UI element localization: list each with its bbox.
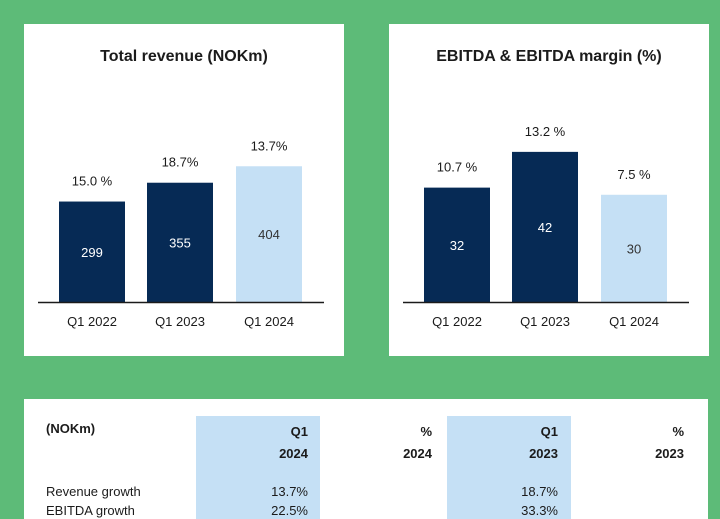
ebitda-chart-card: EBITDA & EBITDA margin (%) 32 10.7 % Q1 20… [389, 24, 709, 356]
header-q1-2024: Q1 2024 [279, 421, 308, 465]
cell-ebitda-growth-q1-2024: 22.5% [271, 503, 308, 518]
cell-revenue-growth-q1-2024: 13.7% [271, 484, 308, 499]
revenue-pct-label-q1-2022: 15.0 % [72, 174, 113, 189]
table-unit-header: (NOKm) [46, 421, 96, 436]
header-pct-2024-line2: 2024 [403, 446, 432, 461]
highlight-column-q1-2024 [196, 416, 320, 519]
revenue-tick-label-q1-2023: Q1 2023 [155, 314, 205, 329]
ebitda-tick-label-q1-2022: Q1 2022 [432, 314, 482, 329]
ebitda-tick-label-q1-2023: Q1 2023 [520, 314, 570, 329]
header-pct-2024-line1: % [420, 424, 432, 439]
cell-ebitda-growth-q1-2023: 33.3% [521, 503, 558, 518]
ebitda-chart: 32 10.7 % Q1 2022 42 13.2 % Q1 2023 30 7.5 % Q1 … [403, 124, 689, 329]
ebitda-pct-label-q1-2022: 10.7 % [437, 160, 478, 175]
ebitda-chart-title: EBITDA & EBITDA margin (%) [436, 48, 662, 65]
cell-revenue-growth-q1-2023: 18.7% [521, 484, 558, 499]
revenue-tick-label-q1-2024: Q1 2024 [244, 314, 294, 329]
revenue-bar-q1-2022 [59, 201, 125, 302]
highlight-column-q1-2023 [447, 416, 571, 519]
header-q1-2023: Q1 2023 [529, 421, 558, 465]
header-q1-2024-line2: 2024 [279, 446, 308, 461]
ebitda-bar-q1-2024 [601, 194, 667, 302]
ebitda-value-label-q1-2024: 30 [627, 241, 641, 256]
header-q1-2024-line1: Q1 [290, 424, 308, 439]
ebitda-value-label-q1-2022: 32 [450, 238, 464, 253]
revenue-pct-label-q1-2023: 18.7% [162, 155, 199, 170]
revenue-chart-card: Total revenue (NOKm) 299 15.0 % Q1 2022 355… [24, 24, 344, 356]
revenue-value-label-q1-2024: 404 [258, 227, 280, 242]
ebitda-bar-q1-2023 [512, 151, 578, 302]
revenue-bar-q1-2024 [236, 166, 302, 302]
ebitda-tick-label-q1-2024: Q1 2024 [609, 314, 659, 329]
revenue-tick-label-q1-2022: Q1 2022 [67, 314, 117, 329]
header-q1-2023-line2: 2023 [529, 446, 558, 461]
revenue-chart-title: Total revenue (NOKm) [100, 48, 268, 65]
ebitda-pct-label-q1-2024: 7.5 % [617, 167, 651, 182]
header-pct-2024: % 2024 [403, 421, 432, 465]
financial-table: (NOKm) Q1 2024 % 2024 Q1 2023 % 2023 Rev… [24, 399, 708, 519]
header-pct-2023-line1: % [672, 424, 684, 439]
row-label-ebitda-growth: EBITDA growth [46, 503, 135, 518]
revenue-bar-q1-2023 [147, 182, 213, 302]
ebitda-pct-label-q1-2023: 13.2 % [525, 124, 566, 139]
header-pct-2023: % 2023 [655, 421, 684, 465]
revenue-value-label-q1-2023: 355 [169, 235, 191, 250]
ebitda-value-label-q1-2023: 42 [538, 220, 552, 235]
revenue-chart: 299 15.0 % Q1 2022 355 18.7% Q1 2023 404 13.7% Q… [38, 138, 324, 329]
header-pct-2023-line2: 2023 [655, 446, 684, 461]
row-label-revenue-growth: Revenue growth [46, 484, 141, 499]
revenue-value-label-q1-2022: 299 [81, 245, 103, 260]
ebitda-bar-q1-2022 [424, 187, 490, 302]
revenue-pct-label-q1-2024: 13.7% [251, 138, 288, 153]
header-q1-2023-line1: Q1 [540, 424, 558, 439]
